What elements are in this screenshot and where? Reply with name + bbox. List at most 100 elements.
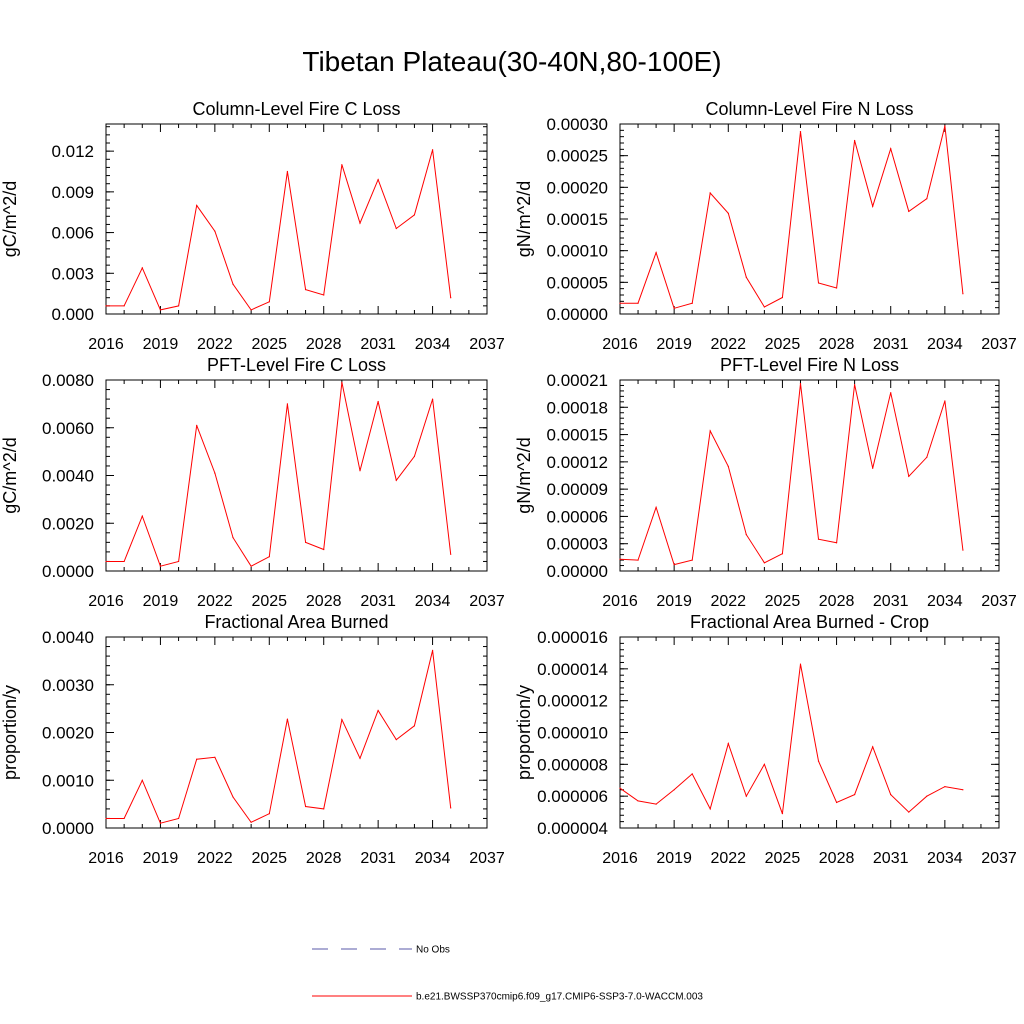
data-point bbox=[268, 301, 270, 303]
panel-fractional-area-burned: Fractional Area Burned proportion/y 2016 20… bbox=[0, 612, 505, 867]
data-point bbox=[395, 739, 397, 741]
data-point bbox=[854, 139, 856, 142]
data-point bbox=[123, 817, 125, 820]
x-tick-label: 2016 bbox=[88, 336, 124, 353]
data-point bbox=[691, 773, 693, 775]
data-point bbox=[450, 807, 452, 809]
data-point bbox=[177, 305, 180, 307]
data-point bbox=[673, 564, 675, 566]
y-tick-label: 0.0080 bbox=[42, 371, 94, 390]
y-tick-label: 0.012 bbox=[51, 142, 94, 161]
y-tick-label: 0.0020 bbox=[42, 724, 94, 743]
panel-title: Column-Level Fire N Loss bbox=[705, 99, 913, 119]
data-point bbox=[304, 541, 307, 543]
y-tick-label: 0.00030 bbox=[547, 115, 608, 134]
y-tick-label: 0.00018 bbox=[547, 398, 608, 417]
series-line bbox=[619, 664, 963, 814]
x-tick-label: 2022 bbox=[197, 336, 233, 353]
data-point bbox=[890, 392, 892, 394]
x-tick-label: 2037 bbox=[469, 850, 505, 867]
data-point bbox=[450, 297, 452, 299]
data-point bbox=[691, 559, 693, 561]
data-point bbox=[817, 538, 820, 540]
x-tick-label: 2025 bbox=[765, 850, 801, 867]
y-tick-label: 0.000012 bbox=[537, 692, 608, 711]
y-tick-label: 0.0020 bbox=[42, 514, 94, 533]
data-point bbox=[450, 553, 452, 555]
data-point bbox=[619, 558, 621, 560]
data-point bbox=[105, 817, 107, 820]
y-tick-label: 0.0060 bbox=[42, 419, 94, 438]
data-point bbox=[268, 813, 270, 815]
data-point bbox=[637, 800, 639, 802]
data-point bbox=[673, 789, 675, 791]
y-tick-label: 0.006 bbox=[51, 224, 94, 243]
data-point bbox=[655, 251, 657, 254]
data-point bbox=[304, 288, 307, 291]
data-point bbox=[359, 222, 361, 224]
x-tick-label: 2031 bbox=[360, 593, 396, 610]
x-tick-label: 2031 bbox=[360, 850, 396, 867]
y-tick-label: 0.0040 bbox=[42, 467, 94, 486]
data-point bbox=[655, 506, 657, 508]
data-point bbox=[177, 560, 180, 563]
x-tick-label: 2019 bbox=[143, 336, 179, 353]
data-point bbox=[745, 795, 747, 797]
x-tick-label: 2022 bbox=[197, 850, 233, 867]
data-point bbox=[323, 548, 325, 551]
y-tick-label: 0.00020 bbox=[547, 178, 608, 197]
panel-title: PFT-Level Fire N Loss bbox=[720, 355, 899, 375]
data-point bbox=[835, 287, 838, 289]
data-point bbox=[323, 294, 325, 296]
data-point bbox=[341, 381, 343, 383]
x-tick-label: 2037 bbox=[981, 850, 1017, 867]
x-tick-label: 2022 bbox=[710, 850, 746, 867]
x-tick-label: 2019 bbox=[656, 850, 692, 867]
x-tick-label: 2019 bbox=[656, 593, 692, 610]
data-point bbox=[872, 467, 874, 469]
data-point bbox=[854, 793, 856, 796]
data-point bbox=[105, 305, 107, 307]
data-point bbox=[431, 149, 434, 151]
data-point bbox=[763, 562, 765, 564]
data-point bbox=[799, 383, 802, 385]
data-point bbox=[872, 205, 874, 207]
data-point bbox=[323, 808, 325, 810]
data-point bbox=[431, 649, 434, 651]
y-axis-label: gC/m^2/d bbox=[0, 181, 20, 257]
data-point bbox=[141, 267, 143, 269]
data-point bbox=[341, 719, 343, 721]
y-tick-label: 0.000010 bbox=[537, 724, 608, 743]
y-tick-label: 0.00000 bbox=[547, 305, 608, 324]
data-point bbox=[637, 302, 639, 304]
x-tick-label: 2016 bbox=[88, 593, 124, 610]
data-point bbox=[835, 542, 838, 544]
y-tick-label: 0.00000 bbox=[547, 562, 608, 581]
data-point bbox=[250, 821, 252, 823]
data-point bbox=[908, 811, 910, 813]
figure-title: Tibetan Plateau(30-40N,80-100E) bbox=[302, 46, 722, 77]
x-tick-label: 2019 bbox=[143, 850, 179, 867]
y-tick-label: 0.00005 bbox=[547, 273, 608, 292]
x-tick-label: 2031 bbox=[873, 593, 909, 610]
data-point bbox=[359, 757, 361, 759]
x-tick-label: 2028 bbox=[819, 593, 855, 610]
data-point bbox=[962, 789, 964, 791]
legend-label: b.e21.BWSSP370cmip6.f09_g17.CMIP6-SSP3-7… bbox=[416, 992, 703, 1003]
data-point bbox=[908, 210, 910, 212]
data-point bbox=[763, 763, 765, 765]
x-tick-label: 2016 bbox=[88, 850, 124, 867]
data-point bbox=[727, 465, 729, 468]
data-point bbox=[159, 822, 162, 824]
data-point bbox=[817, 282, 820, 284]
data-point bbox=[709, 192, 711, 194]
data-point bbox=[890, 148, 892, 150]
x-tick-label: 2031 bbox=[873, 850, 909, 867]
data-point bbox=[196, 758, 198, 760]
data-point bbox=[214, 472, 216, 474]
y-tick-label: 0.00015 bbox=[547, 426, 608, 445]
data-point bbox=[781, 813, 784, 815]
data-point bbox=[359, 470, 361, 472]
series-line bbox=[106, 382, 452, 567]
data-point bbox=[799, 663, 802, 665]
